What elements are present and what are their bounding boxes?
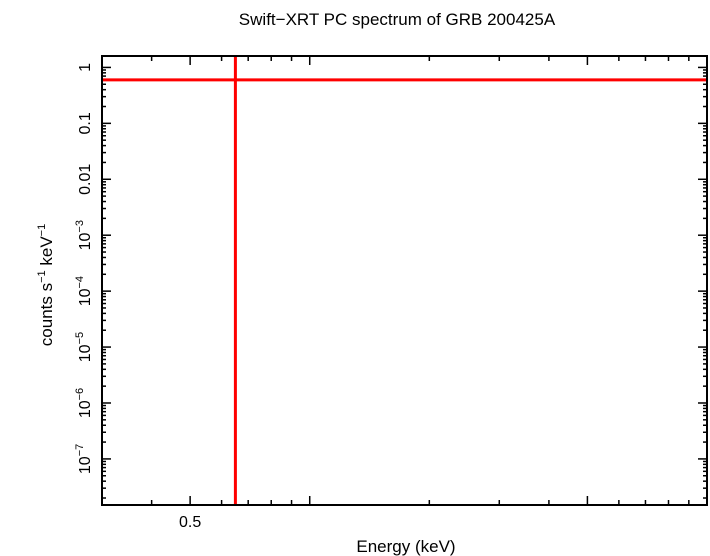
y-tick-label: 1 <box>77 63 94 72</box>
y-axis-label-exp-2: −1 <box>36 224 48 237</box>
y-tick-label: 0.01 <box>77 164 94 195</box>
y-tick-label-base: 10 <box>77 288 94 306</box>
plot-frame <box>101 55 708 506</box>
y-tick-label-base: 1 <box>77 63 94 72</box>
y-axis-label-base: counts s <box>37 283 56 346</box>
y-tick-label: 10−7 <box>74 444 94 474</box>
y-tick-label-base: 0.01 <box>77 164 94 195</box>
x-tick-label: 0.5 <box>179 514 201 531</box>
y-tick-label-base: 10 <box>77 344 94 362</box>
y-tick-label-exponent: −4 <box>74 276 86 289</box>
y-tick-label-exponent: −5 <box>74 332 86 345</box>
y-axis-label: counts s−1 keV−1 <box>36 224 56 346</box>
y-tick-label: 10−5 <box>74 332 94 362</box>
y-tick-label: 10−6 <box>74 388 94 418</box>
y-tick-label-base: 10 <box>77 400 94 418</box>
data-series <box>102 56 707 505</box>
y-tick-label-exponent: −3 <box>74 220 86 233</box>
y-tick-label: 10−3 <box>74 220 94 250</box>
y-axis-label-exp-1: −1 <box>36 270 48 283</box>
y-tick-label-exponent: −6 <box>74 388 86 401</box>
chart-title: Swift−XRT PC spectrum of GRB 200425A <box>239 10 556 29</box>
y-tick-label-base: 10 <box>77 232 94 250</box>
y-tick-label-exponent: −7 <box>74 444 86 457</box>
y-tick-label-base: 0.1 <box>77 112 94 134</box>
y-tick-label: 0.1 <box>77 112 94 134</box>
y-axis-label-mid: keV <box>37 236 56 271</box>
tick-marks <box>101 56 708 505</box>
y-tick-label: 10−4 <box>74 276 94 306</box>
y-tick-label-base: 10 <box>77 456 94 474</box>
x-axis-label: Energy (keV) <box>356 537 455 556</box>
